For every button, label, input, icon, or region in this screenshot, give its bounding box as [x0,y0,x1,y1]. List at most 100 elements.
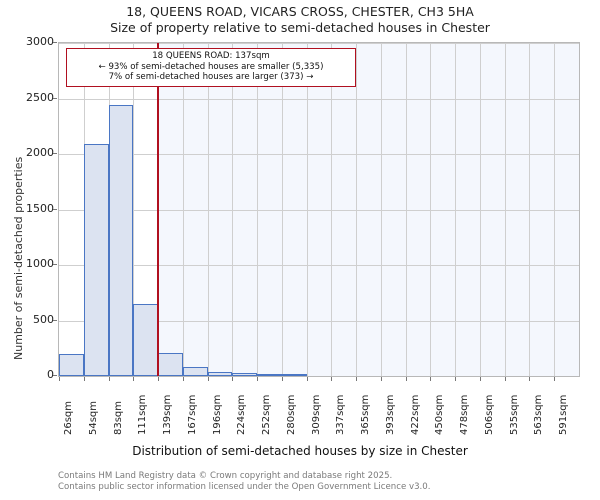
x-axis-tick-label: 478sqm [459,394,471,435]
gridline-vertical [281,43,283,376]
histogram-bar [257,374,282,376]
x-axis-tick-label: 309sqm [310,394,322,435]
gridline-vertical [554,43,556,376]
x-axis-tick-label: 535sqm [508,394,520,435]
gridline-horizontal [59,43,579,44]
x-axis-tick-mark [479,377,481,381]
y-axis-tick-mark [53,264,57,265]
x-axis-tick-label: 54sqm [87,400,99,435]
x-axis-tick-label: 393sqm [384,394,396,435]
x-axis-tick-label: 365sqm [360,394,372,435]
annotation-line-1: 18 QUEENS ROAD: 137sqm [152,51,270,61]
gridline-vertical [430,43,432,376]
y-axis-tick-label: 1500 [26,201,54,215]
x-axis-tick-mark [380,377,382,381]
gridline-vertical [331,43,333,376]
histogram-bar [207,371,233,376]
x-axis-tick-mark [405,377,407,381]
x-axis-tick-label: 422sqm [409,394,421,435]
x-axis-tick-mark [158,377,160,381]
gridline-vertical [356,43,358,376]
histogram-bar [133,303,159,376]
gridline-horizontal [59,209,579,211]
y-axis-tick-label: 2500 [26,90,54,104]
x-axis-tick-label: 139sqm [162,394,174,435]
histogram-bar [108,105,134,376]
x-axis-tick-label: 83sqm [112,400,124,435]
histogram-bar [182,366,208,376]
footer-line-1: Contains HM Land Registry data © Crown c… [58,471,393,481]
histogram-bar [281,374,307,376]
x-axis-tick-label: 450sqm [434,394,446,435]
gridline-horizontal [59,154,579,155]
y-axis-tick-label: 3000 [26,35,54,48]
x-axis-tick-mark [306,377,308,381]
x-axis-tick-mark [232,377,234,381]
chart-subtitle: Size of property relative to semi-detach… [110,20,490,35]
x-axis-title: Distribution of semi-detached houses by … [132,444,468,458]
x-axis-tick-mark [83,377,85,381]
plot-area [58,42,580,377]
x-axis-tick-label: 26sqm [63,400,74,435]
gridline-vertical [232,43,234,376]
gridline-vertical [207,43,209,376]
histogram-bar [59,353,84,376]
x-axis-tick-label: 196sqm [211,394,223,435]
y-axis-tick-mark [53,208,57,210]
y-axis-ticks: 0 500 1000 1500 2000 2500 3000 [0,0,57,500]
x-axis-tick-label: 563sqm [533,394,545,435]
gridline-vertical [455,43,457,376]
y-axis-tick-label: 2000 [26,146,54,159]
property-size-marker-line [157,43,160,376]
footer-attribution: Contains HM Land Registry data © Crown c… [58,471,598,492]
x-axis-tick-mark [331,377,333,381]
annotation-line-2: ← 93% of semi-detached houses are smalle… [98,61,324,72]
gridline-horizontal [59,98,579,100]
y-axis-tick-label: 500 [33,312,54,326]
x-axis-tick-label: 337sqm [335,394,347,435]
y-axis-tick-label: 1000 [26,257,54,270]
x-axis-tick-label: 224sqm [236,394,248,435]
gridline-vertical [182,43,184,376]
footer-line-2: Contains public sector information licen… [58,481,431,492]
gridline-vertical [257,43,259,376]
x-axis-tick-mark [257,377,259,381]
y-axis-tick-label: 0 [47,368,54,381]
x-axis-tick-mark [504,377,506,381]
x-axis-tick-mark [430,377,432,381]
x-axis-tick-mark [356,377,358,381]
x-axis-tick-mark [108,377,110,381]
gridline-vertical [133,43,135,376]
x-axis-tick-mark [281,377,283,381]
y-axis-tick-mark [53,319,57,321]
y-axis-tick-mark [53,97,57,99]
x-axis-tick-label: 591sqm [558,394,570,435]
chart-title: 18, QUEENS ROAD, VICARS CROSS, CHESTER, … [126,4,474,19]
x-axis-tick-mark [455,377,457,381]
y-axis-tick-mark [53,42,57,43]
x-axis-tick-mark [554,377,556,381]
gridline-vertical [380,43,382,376]
x-axis-tick-label: 280sqm [285,394,297,435]
gridline-horizontal [59,320,579,322]
gridline-vertical [306,43,308,376]
gridline-horizontal [59,265,579,266]
gridline-vertical [405,43,407,376]
histogram-bar [158,353,183,376]
x-axis-tick-label: 167sqm [186,394,198,435]
property-annotation-box: 18 QUEENS ROAD: 137sqm ← 93% of semi-det… [66,48,356,87]
gridline-vertical [479,43,481,376]
x-axis-tick-mark [59,377,60,381]
y-axis-tick-mark [53,153,57,154]
x-axis-tick-label: 252sqm [261,394,273,435]
y-axis-tick-mark [53,375,57,376]
annotation-line-3: 7% of semi-detached houses are larger (3… [108,72,314,83]
x-axis-tick-mark [207,377,209,381]
chart-title-block: 18, QUEENS ROAD, VICARS CROSS, CHESTER, … [0,4,600,36]
x-axis-tick-mark [529,377,531,381]
x-axis-tick-label: 506sqm [483,394,495,435]
gridline-vertical [529,43,531,376]
x-axis-tick-label: 111sqm [137,394,149,435]
gridline-vertical [504,43,506,376]
